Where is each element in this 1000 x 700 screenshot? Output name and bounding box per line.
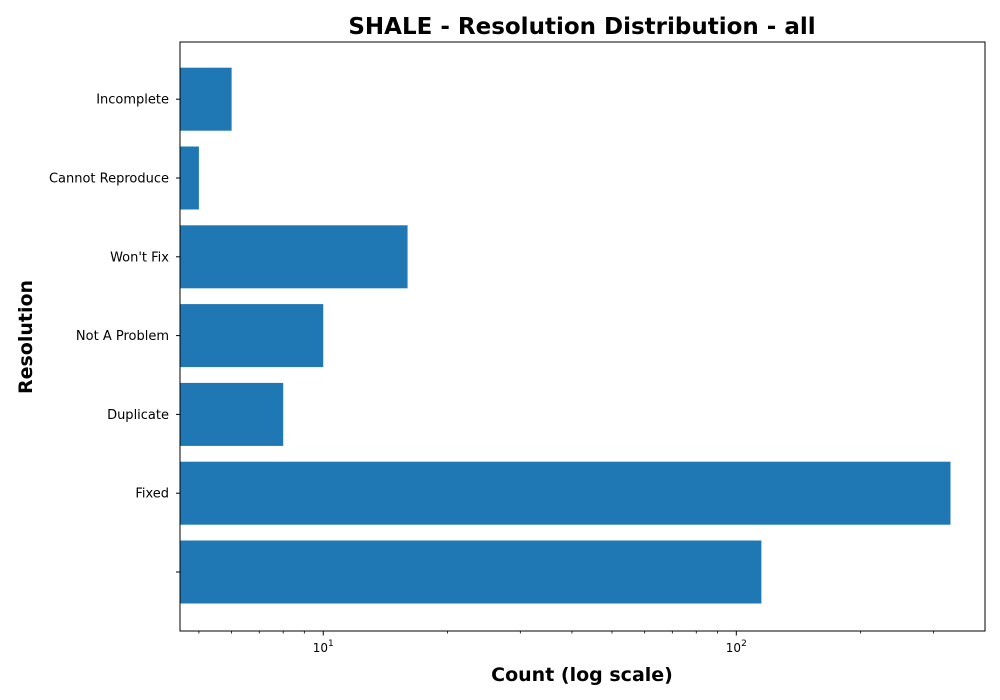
y-ticks-group: Fixed Duplicate Not A Problem Won't Fix Cann… xyxy=(49,93,180,573)
x-tick-label: 101 xyxy=(313,639,334,655)
y-tick-label: Won't Fix xyxy=(110,250,169,265)
bar-2 xyxy=(180,382,284,446)
bar-0 xyxy=(180,540,762,604)
bar-6 xyxy=(180,67,232,131)
y-tick-label: Duplicate xyxy=(107,408,169,423)
x-axis-label: Count (log scale) xyxy=(491,664,673,686)
plot-area-frame xyxy=(179,41,986,632)
y-tick-label: Incomplete xyxy=(96,93,169,108)
y-tick-label: Fixed xyxy=(135,487,169,502)
bar-1 xyxy=(180,461,951,525)
y-tick-label: Cannot Reproduce xyxy=(49,172,169,187)
y-axis-label: Resolution xyxy=(15,280,37,394)
y-tick-label: Not A Problem xyxy=(76,329,169,344)
bar-4 xyxy=(180,225,408,289)
bar-5 xyxy=(180,146,199,210)
bar-3 xyxy=(180,304,324,368)
chart-title: SHALE - Resolution Distribution - all xyxy=(348,14,815,40)
bars-group xyxy=(180,67,951,604)
x-tick-label: 102 xyxy=(726,639,747,655)
x-ticks-group: 101 102 xyxy=(198,631,934,655)
